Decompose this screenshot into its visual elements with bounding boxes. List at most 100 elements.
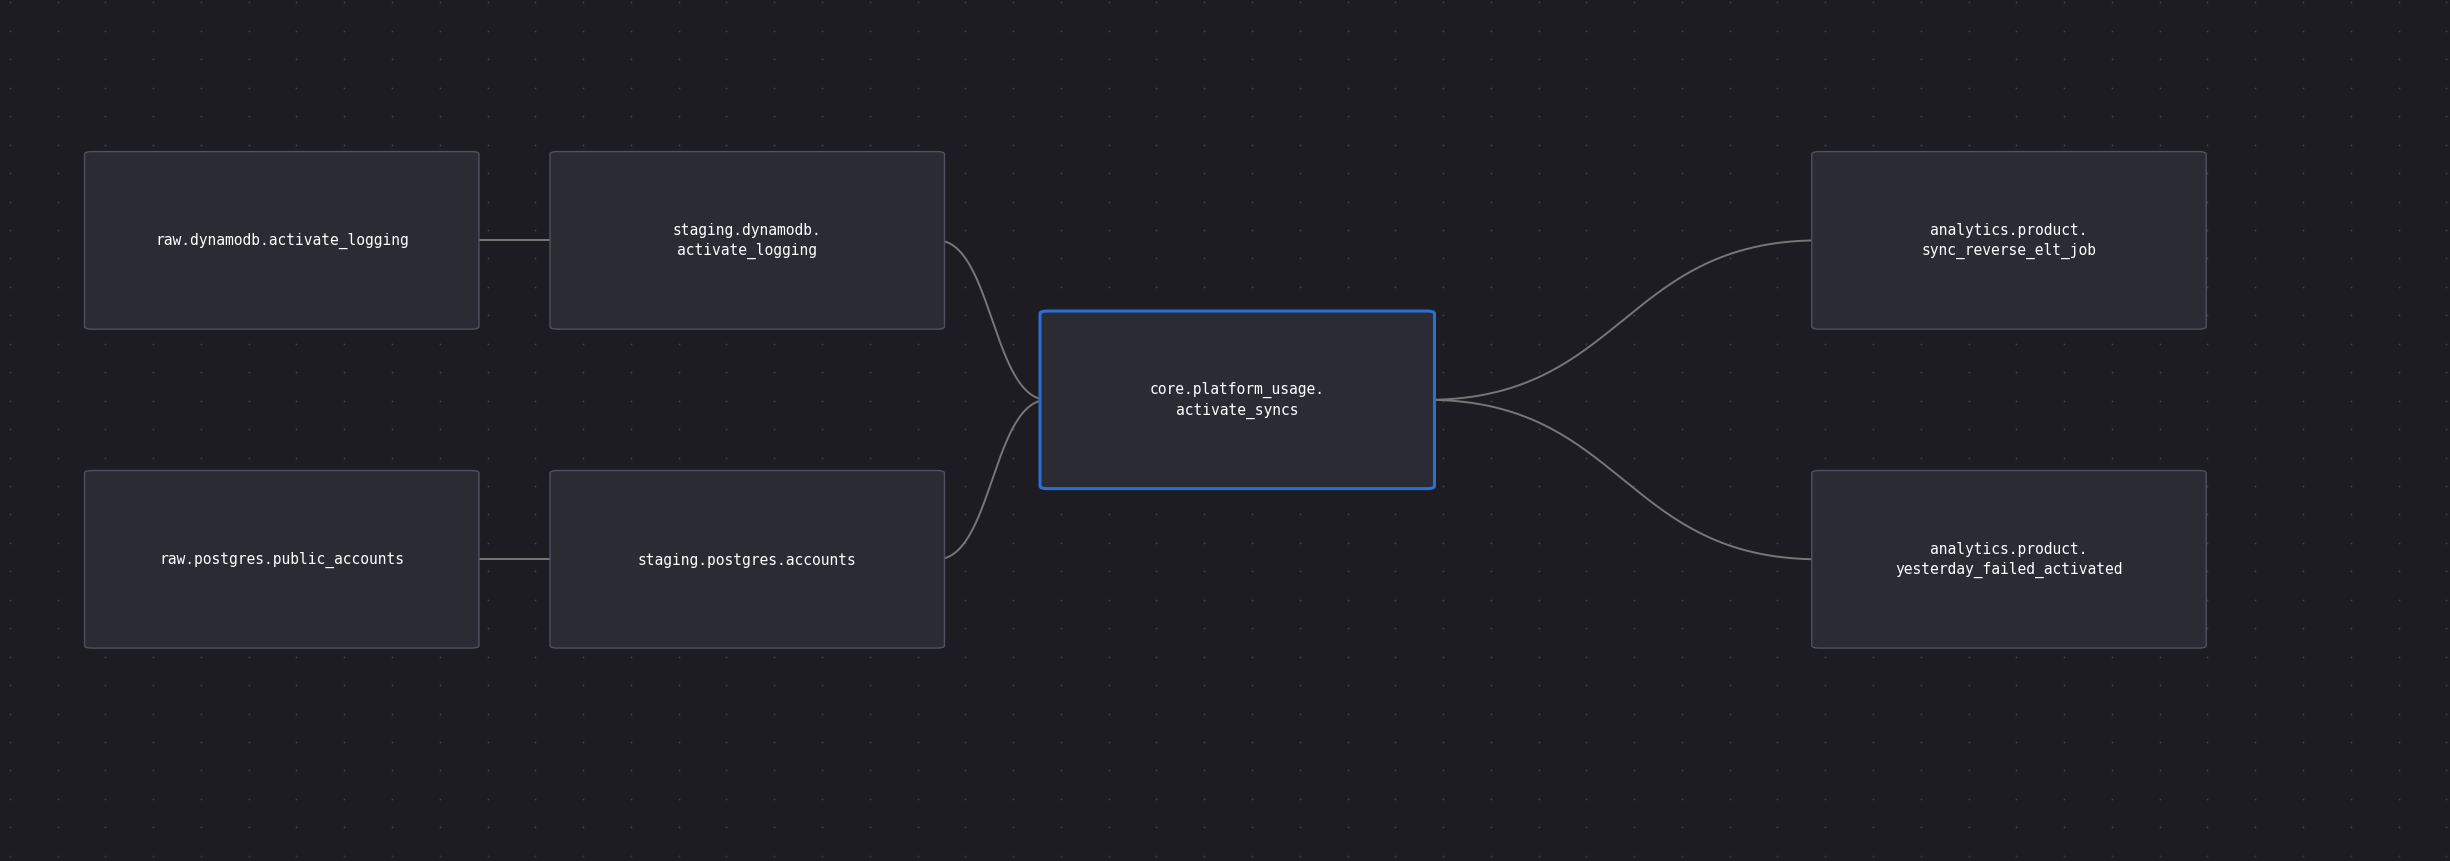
Point	[706, 224, 745, 238]
Point	[1232, 593, 1272, 607]
Point	[612, 224, 652, 238]
Point	[1901, 622, 1940, 635]
Point	[230, 735, 270, 749]
Point	[230, 366, 270, 380]
Point	[277, 622, 316, 635]
Point	[659, 110, 698, 124]
Point	[39, 53, 78, 67]
Point	[2283, 764, 2323, 777]
Point	[1710, 707, 1749, 721]
Point	[421, 565, 461, 579]
Point	[755, 167, 794, 181]
Point	[1615, 167, 1654, 181]
Point	[1806, 792, 1845, 806]
Point	[850, 423, 889, 437]
Point	[1901, 394, 1940, 408]
Point	[1950, 110, 1989, 124]
Point	[277, 480, 316, 493]
Point	[1470, 110, 1509, 124]
Point	[132, 338, 172, 351]
Point	[2332, 678, 2372, 692]
Point	[1137, 25, 1176, 39]
Point	[1137, 309, 1176, 323]
Point	[2141, 707, 2180, 721]
Point	[755, 536, 794, 550]
Point	[468, 678, 507, 692]
Point	[1901, 309, 1940, 323]
Point	[995, 338, 1034, 351]
Point	[2428, 593, 2450, 607]
Point	[1137, 195, 1176, 209]
Point	[421, 707, 461, 721]
Point	[995, 593, 1034, 607]
Point	[86, 735, 125, 749]
Point	[946, 82, 985, 96]
Point	[517, 252, 556, 266]
Point	[468, 110, 507, 124]
Point	[277, 167, 316, 181]
Point	[517, 565, 556, 579]
Point	[323, 82, 365, 96]
Point	[323, 252, 365, 266]
Point	[1901, 195, 1940, 209]
Point	[468, 707, 507, 721]
Point	[1615, 338, 1654, 351]
Point	[1806, 821, 1845, 834]
Point	[1328, 167, 1367, 181]
Point	[995, 281, 1034, 294]
Point	[1519, 849, 1558, 861]
Point	[1759, 394, 1798, 408]
Point	[181, 423, 220, 437]
Point	[517, 821, 556, 834]
Point	[2332, 110, 2372, 124]
Point	[755, 451, 794, 465]
Point	[132, 309, 172, 323]
Point	[564, 82, 603, 96]
Point	[0, 821, 29, 834]
Point	[1997, 508, 2036, 522]
Point	[230, 764, 270, 777]
Point	[132, 423, 172, 437]
Point	[1519, 451, 1558, 465]
Point	[1470, 423, 1509, 437]
Point	[1279, 821, 1318, 834]
Point	[995, 110, 1034, 124]
Point	[1186, 82, 1225, 96]
Point	[0, 281, 29, 294]
Point	[1088, 0, 1127, 10]
Point	[421, 821, 461, 834]
Point	[323, 821, 365, 834]
Point	[564, 423, 603, 437]
Point	[706, 139, 745, 152]
Point	[897, 82, 936, 96]
Point	[2379, 25, 2418, 39]
Point	[132, 707, 172, 721]
Point	[1568, 25, 1607, 39]
Point	[1137, 735, 1176, 749]
Point	[2428, 451, 2450, 465]
Point	[850, 0, 889, 10]
Point	[995, 139, 1034, 152]
Point	[897, 678, 936, 692]
Point	[1759, 252, 1798, 266]
Point	[1997, 0, 2036, 10]
Point	[39, 678, 78, 692]
Point	[1852, 735, 1891, 749]
Point	[372, 678, 412, 692]
Point	[2092, 423, 2131, 437]
Point	[323, 309, 365, 323]
Point	[421, 849, 461, 861]
Point	[181, 650, 220, 664]
Point	[2188, 707, 2227, 721]
Point	[1901, 735, 1940, 749]
Point	[86, 764, 125, 777]
Point	[132, 764, 172, 777]
Point	[132, 565, 172, 579]
Point	[1470, 338, 1509, 351]
Point	[181, 366, 220, 380]
Point	[39, 366, 78, 380]
Point	[1519, 139, 1558, 152]
Point	[1519, 0, 1558, 10]
Point	[2379, 338, 2418, 351]
Point	[804, 281, 843, 294]
